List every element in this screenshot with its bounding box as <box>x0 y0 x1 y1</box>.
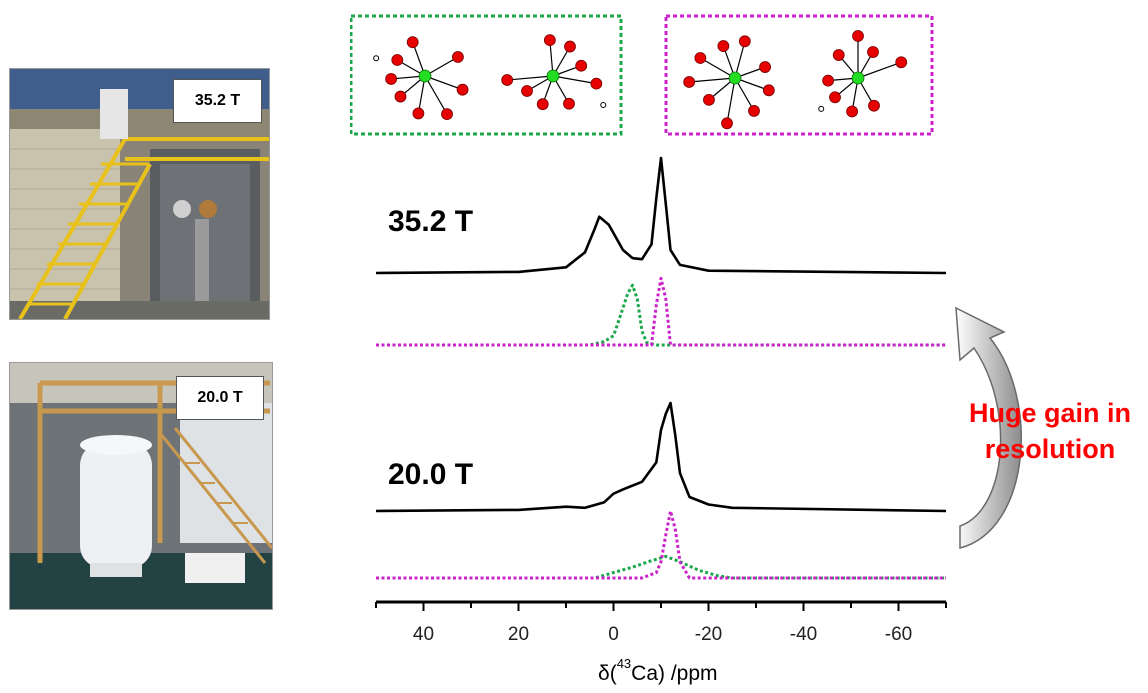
calcium-atom <box>851 71 865 85</box>
x-tick-label: 40 <box>413 624 434 645</box>
hydrogen-atom <box>600 102 607 108</box>
oxygen-atom <box>738 35 751 48</box>
curved-arrow-icon <box>955 306 1022 549</box>
hydrogen-atom <box>818 105 825 112</box>
photo-20t-magnet: 20.0 T <box>9 362 273 610</box>
oxygen-atom <box>385 73 398 85</box>
oxygen-atom <box>822 74 835 87</box>
oxygen-atom <box>683 76 696 88</box>
oxygen-atom <box>717 40 730 52</box>
magnet-20t-illustration <box>10 363 272 609</box>
field-label-20t: 20.0 T <box>388 458 474 491</box>
x-tick-label: 20 <box>508 624 529 645</box>
oxygen-atom <box>762 84 775 97</box>
hydrogen-atom <box>373 55 380 62</box>
calcium-atom <box>418 69 432 83</box>
oxygen-atom <box>703 93 715 106</box>
x-axis-title: δ(43Ca) /ppm <box>598 656 718 686</box>
oxygen-atom <box>832 49 845 61</box>
photo-field-label: 35.2 T <box>173 79 262 123</box>
annotation-line-1: Huge gain in <box>969 398 1131 428</box>
isotope-mass: 43 <box>616 656 632 671</box>
magnet-35t-illustration <box>10 69 269 319</box>
oxygen-atom <box>564 40 576 53</box>
oxygen-atom <box>748 105 760 117</box>
resolution-gain-annotation: Huge gain in resolution <box>954 395 1146 467</box>
oxygen-atom <box>501 74 514 86</box>
site-magenta-line-20t <box>376 509 946 580</box>
oxygen-atom <box>895 56 908 69</box>
oxygen-atom <box>867 46 879 58</box>
oxygen-atom <box>575 59 588 72</box>
oxygen-atom <box>521 85 533 97</box>
oxygen-atom <box>846 105 858 118</box>
oxygen-atom <box>563 97 575 110</box>
total-spectrum-line-20t <box>375 401 947 513</box>
ca-coordination-structure <box>818 30 908 118</box>
ca-coordination-structure <box>683 35 775 130</box>
coordination-structures <box>350 14 934 136</box>
oxygen-atom <box>721 117 733 130</box>
axis-suffix: Ca) /ppm <box>631 662 718 685</box>
oxygen-atom <box>543 34 556 47</box>
axis-prefix: δ( <box>598 662 617 685</box>
magenta-site-box <box>664 14 934 136</box>
field-label-35t: 35.2 T <box>388 205 474 238</box>
site-magenta-line-35t <box>376 276 946 347</box>
photo-field-label: 20.0 T <box>176 376 264 420</box>
oxygen-atom <box>456 83 469 96</box>
oxygen-atom <box>694 52 707 64</box>
photo-35t-magnet: 35.2 T <box>9 68 270 320</box>
oxygen-atom <box>590 77 603 90</box>
oxygen-atom <box>394 90 407 103</box>
oxygen-atom <box>536 98 549 111</box>
oxygen-atom <box>441 108 453 121</box>
ca-coordination-structure <box>373 36 469 121</box>
oxygen-atom <box>412 107 425 120</box>
green-site-box <box>350 14 623 136</box>
x-tick-label: -20 <box>695 624 722 645</box>
oxygen-atom <box>759 61 771 73</box>
x-tick-label: 0 <box>608 624 619 645</box>
oxygen-atom <box>391 54 404 66</box>
oxygen-atom <box>829 91 841 104</box>
oxygen-atom <box>868 99 880 112</box>
oxygen-atom <box>852 30 864 42</box>
site-green-line-20t <box>376 554 946 580</box>
calcium-atom <box>728 71 742 85</box>
oxygen-atom <box>406 36 419 49</box>
total-spectrum-line-35t <box>375 156 947 275</box>
calcium-atom <box>546 69 560 83</box>
oxygen-atom <box>452 51 464 63</box>
x-tick-label: -40 <box>790 624 817 645</box>
annotation-line-2: resolution <box>984 434 1116 464</box>
x-tick-label: -60 <box>885 624 912 645</box>
ca-coordination-structure <box>501 34 607 111</box>
site-green-line-35t <box>376 283 946 347</box>
